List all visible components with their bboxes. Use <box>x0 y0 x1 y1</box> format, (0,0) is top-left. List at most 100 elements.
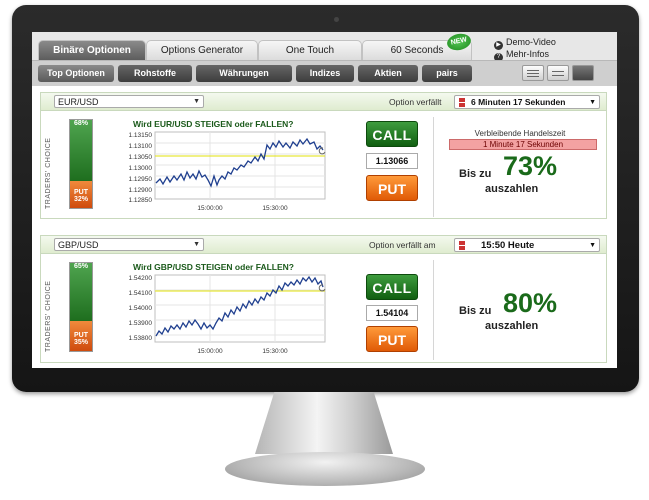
option-panel-eurusd: EUR/USD ▼ Option verfällt 6 Minuten 17 Se… <box>40 92 607 219</box>
asset-select[interactable]: GBP/USD ▼ <box>54 238 204 251</box>
call-percentage: 65% <box>73 263 88 270</box>
payout-prefix: Bis zu <box>459 168 492 180</box>
category-tab-bar: Top Optionen Rohstoffe Währungen Indizes… <box>32 60 617 86</box>
chevron-down-icon: ▼ <box>589 242 596 249</box>
traders-choice-bar: 68% PUT 32% <box>69 119 93 209</box>
list-view-icon[interactable] <box>522 65 544 81</box>
tab-options-generator[interactable]: Options Generator <box>146 40 258 60</box>
call-percentage: 68% <box>73 120 88 127</box>
y-tick: 1.13100 <box>129 143 153 150</box>
x-tick: 15:30:00 <box>262 205 288 212</box>
chevron-down-icon: ▼ <box>589 99 596 106</box>
help-icon: ? <box>494 53 503 62</box>
traders-choice-label: TRADERS' CHOICE <box>45 280 52 352</box>
subtab-commodities[interactable]: Rohstoffe <box>118 65 192 82</box>
tab-binary-options[interactable]: Binäre Optionen <box>38 40 146 60</box>
remaining-time-value: 1 Minute 17 Sekunden <box>449 139 597 150</box>
put-share-label: PUT <box>74 189 88 196</box>
tab-60-seconds[interactable]: 60 Seconds <box>362 40 472 60</box>
current-price: 1.54104 <box>366 305 418 321</box>
chart-grid <box>155 275 325 342</box>
expiry-label: Option verfällt <box>389 97 442 107</box>
price-line <box>155 275 324 337</box>
chart-end-marker-icon <box>318 147 326 155</box>
hourglass-icon <box>459 241 465 250</box>
asset-select[interactable]: EUR/USD ▼ <box>54 95 204 108</box>
subtab-top-options[interactable]: Top Optionen <box>38 65 114 82</box>
expiry-value: 15:50 Heute <box>481 240 535 251</box>
payout-suffix: auszahlen <box>485 320 539 332</box>
traders-put-share: PUT 32% <box>70 181 92 208</box>
chart-end-marker-icon <box>318 284 326 292</box>
call-button[interactable]: CALL <box>366 274 418 300</box>
y-tick: 1.54000 <box>129 305 153 312</box>
price-chart: 1.54200 1.54100 1.54000 1.53900 1.53800 … <box>129 274 326 355</box>
payout-suffix: auszahlen <box>485 183 539 195</box>
trading-app: Binäre Optionen Options Generator One To… <box>32 32 617 368</box>
grid-view-icon[interactable] <box>547 65 569 81</box>
y-tick: 1.12900 <box>129 187 153 194</box>
call-button[interactable]: CALL <box>366 121 418 147</box>
monitor-base <box>225 452 425 486</box>
put-share-label: PUT <box>74 332 88 339</box>
x-tick: 15:00:00 <box>197 348 223 355</box>
option-panel-gbpusd: GBP/USD ▼ Option verfällt am 15:50 Heute ▼… <box>40 235 607 363</box>
demo-video-label: Demo-Video <box>506 37 556 47</box>
chart-title: Wird GBP/USD STEIGEN oder FALLEN? <box>133 262 294 272</box>
subtab-pairs[interactable]: pairs <box>422 65 472 82</box>
y-tick: 1.54100 <box>129 290 153 297</box>
play-icon: ▶ <box>494 41 503 50</box>
panel-header: EUR/USD ▼ Option verfällt 6 Minuten 17 Se… <box>41 93 606 111</box>
more-info-link[interactable]: ? Mehr-Infos <box>494 49 549 62</box>
traders-choice-label: TRADERS' CHOICE <box>45 137 52 209</box>
panel-divider <box>433 260 434 360</box>
price-chart: 1.13150 1.13100 1.13050 1.13000 1.12950 … <box>129 131 326 212</box>
expiry-label: Option verfällt am <box>369 240 436 250</box>
put-button[interactable]: PUT <box>366 175 418 201</box>
y-tick: 1.13050 <box>129 154 153 161</box>
put-percentage: 32% <box>73 196 88 203</box>
chevron-down-icon: ▼ <box>193 98 200 105</box>
remaining-time-label: Verbleibende Handelszeit <box>474 129 566 138</box>
y-tick: 1.53800 <box>129 335 153 342</box>
traders-call-share: 68% <box>70 120 92 181</box>
put-percentage: 35% <box>73 339 88 346</box>
asset-select-value: EUR/USD <box>58 97 99 107</box>
y-tick: 1.53900 <box>129 320 153 327</box>
price-line <box>155 137 324 188</box>
main-tab-bar: Binäre Optionen Options Generator One To… <box>32 32 617 62</box>
subtab-indices[interactable]: Indizes <box>296 65 354 82</box>
demo-video-link[interactable]: ▶ Demo-Video <box>494 37 556 50</box>
traders-call-share: 65% <box>70 263 92 321</box>
put-button[interactable]: PUT <box>366 326 418 352</box>
y-tick: 1.12950 <box>129 176 153 183</box>
subtab-currencies[interactable]: Währungen <box>196 65 292 82</box>
monitor-stand <box>255 392 393 454</box>
expiry-select[interactable]: 6 Minuten 17 Sekunden ▼ <box>454 95 600 109</box>
hourglass-icon <box>459 98 465 107</box>
expiry-select[interactable]: 15:50 Heute ▼ <box>454 238 600 252</box>
payout-prefix: Bis zu <box>459 305 492 317</box>
chart-title: Wird EUR/USD STEIGEN oder FALLEN? <box>133 119 294 129</box>
current-price: 1.13066 <box>366 153 418 169</box>
traders-choice-bar: 65% PUT 35% <box>69 262 93 352</box>
y-tick: 1.13000 <box>129 165 153 172</box>
subtab-stocks[interactable]: Aktien <box>358 65 418 82</box>
payout-percentage: 73% <box>503 151 558 181</box>
expiry-value: 6 Minuten 17 Sekunden <box>471 97 566 107</box>
traders-put-share: PUT 35% <box>70 321 92 351</box>
x-tick: 15:30:00 <box>262 348 288 355</box>
y-tick: 1.54200 <box>129 275 153 282</box>
single-view-icon[interactable] <box>572 65 594 81</box>
panel-divider <box>433 117 434 217</box>
chart-grid <box>155 132 325 199</box>
webcam-icon <box>334 17 339 22</box>
more-info-label: Mehr-Infos <box>506 49 550 59</box>
y-tick: 1.13150 <box>129 132 153 139</box>
asset-select-value: GBP/USD <box>58 240 99 250</box>
panel-header: GBP/USD ▼ Option verfällt am 15:50 Heute ▼ <box>41 236 606 254</box>
y-tick: 1.12850 <box>129 197 153 204</box>
tab-one-touch[interactable]: One Touch <box>258 40 362 60</box>
chart-plot-area <box>154 274 326 343</box>
